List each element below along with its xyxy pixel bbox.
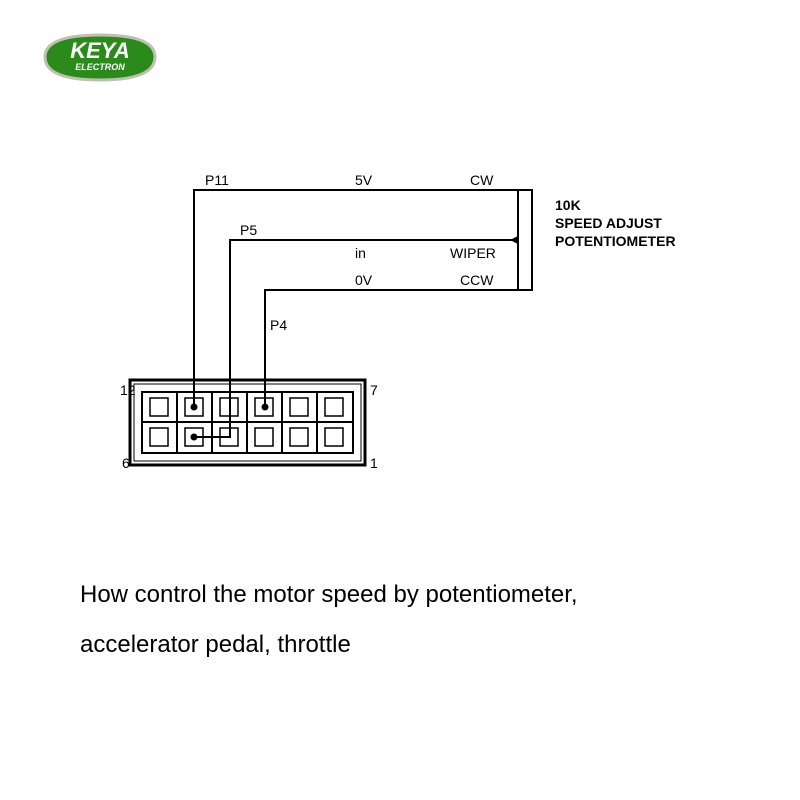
pot-title-2: SPEED ADJUST — [555, 215, 662, 231]
brand-logo: KEYA ELECTRON — [40, 30, 160, 85]
label-p4: P4 — [270, 317, 287, 333]
logo-main-text: KEYA — [70, 38, 130, 63]
pin-label-7: 7 — [370, 382, 378, 398]
caption-line-2: accelerator pedal, throttle — [80, 620, 720, 670]
label-5v: 5V — [355, 172, 373, 188]
potentiometer-symbol — [510, 190, 532, 290]
pin-label-12: 12 — [120, 382, 136, 398]
pin-label-1: 1 — [370, 455, 378, 471]
connector-block: 12 7 6 1 — [120, 380, 378, 471]
wiring-diagram: 12 7 6 1 P11 5V CW P5 in WIPER P4 0V CCW — [110, 170, 690, 480]
caption-text: How control the motor speed by potentiom… — [80, 570, 720, 671]
caption-line-1: How control the motor speed by potentiom… — [80, 570, 720, 620]
label-cw: CW — [470, 172, 494, 188]
label-p11: P11 — [205, 172, 229, 188]
label-wiper: WIPER — [450, 245, 496, 261]
label-p5: P5 — [240, 222, 257, 238]
pin-label-6: 6 — [122, 455, 130, 471]
label-ccw: CCW — [460, 272, 494, 288]
pot-title-3: POTENTIOMETER — [555, 233, 676, 249]
label-0v: 0V — [355, 272, 373, 288]
label-in: in — [355, 245, 366, 261]
pot-title-1: 10K — [555, 197, 581, 213]
logo-sub-text: ELECTRON — [75, 62, 125, 72]
